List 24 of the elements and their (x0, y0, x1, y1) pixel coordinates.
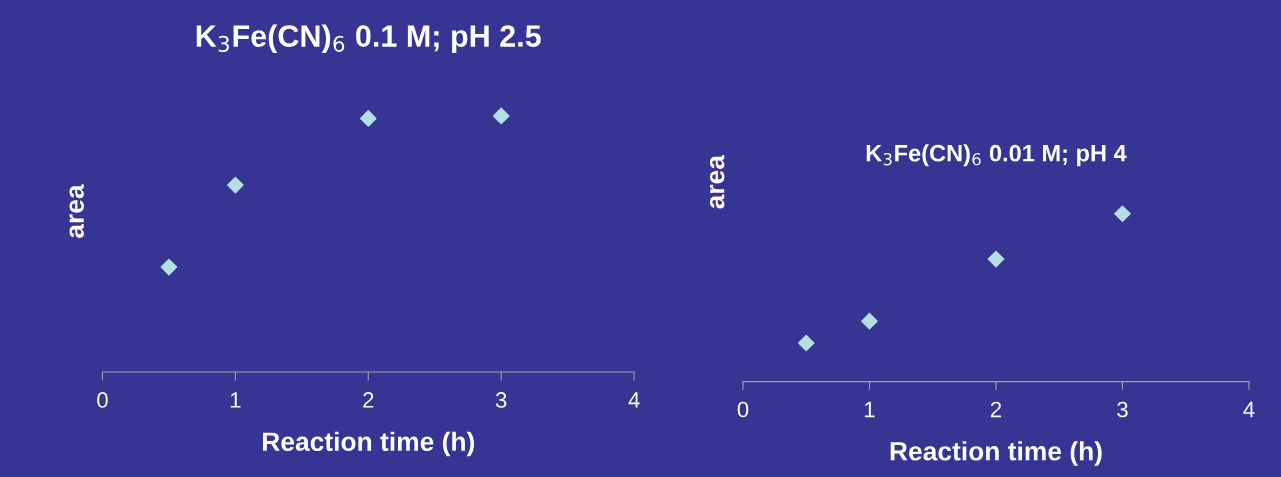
x-tick-label: 3 (1117, 401, 1128, 418)
x-axis-title: Reaction time (h) (890, 441, 1102, 466)
chart-title: K$_{3}$Fe(CN)$_{6}$ 0.01 M; pH 4 (866, 144, 1127, 167)
chart-title: K$_{3}$Fe(CN)$_{6}$ 0.1 M; pH 2.5 (196, 24, 541, 53)
x-axis-title: Reaction time (h) (263, 431, 475, 457)
x-tick-label: 1 (230, 392, 241, 408)
point (797, 334, 815, 352)
x-tick-label: 1 (864, 401, 875, 418)
x-tick-label: 3 (495, 392, 507, 408)
x-tick-label: 0 (737, 401, 749, 418)
point (1114, 205, 1131, 223)
x-tick-label: 0 (97, 392, 108, 408)
point (227, 176, 244, 194)
y-axis-title: area (69, 184, 84, 238)
point (160, 258, 178, 276)
point (492, 107, 510, 125)
point (359, 110, 377, 127)
y-axis-title: area (709, 154, 725, 209)
x-tick-label: 4 (1243, 401, 1255, 418)
point (987, 250, 1005, 268)
x-tick-label: 2 (363, 392, 374, 408)
x-tick-label: 4 (628, 392, 640, 408)
point (861, 312, 878, 330)
x-tick-label: 2 (990, 401, 1002, 418)
